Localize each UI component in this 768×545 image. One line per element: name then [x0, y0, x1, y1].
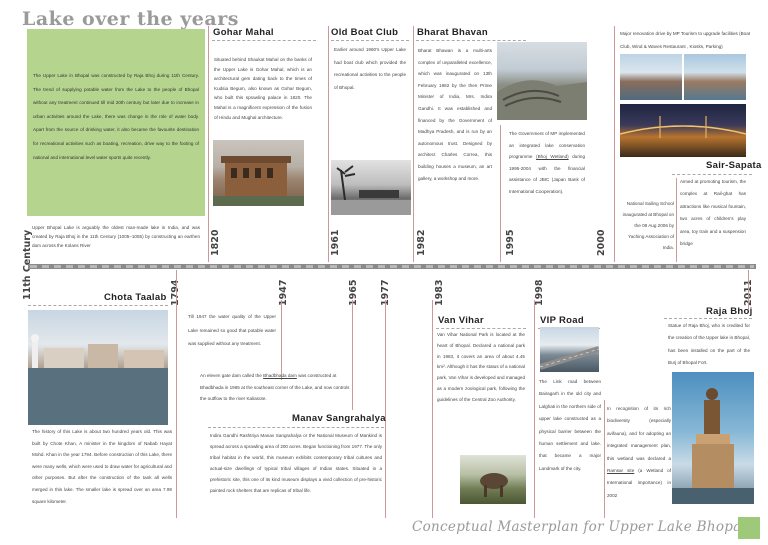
ramsar-text: In recognition of its rich biodiversity …: [607, 403, 671, 502]
animal-icon: [480, 473, 508, 497]
bharat-bhavan-terrace-icon: [497, 80, 587, 120]
gohar-underline: [212, 40, 316, 41]
sair-sapata-text: Aimed at promoting tourism, the complex …: [680, 179, 746, 247]
raja-bhoj-heading: Raja Bhoj: [706, 306, 753, 317]
bhadbhada-text-b: was constructed at Bhadbhada in 1965 at …: [200, 373, 350, 402]
boat-club-underline: [331, 40, 409, 41]
gohar-mahal-text: Situated behind Shaukat Mahal on the ban…: [214, 57, 312, 120]
rule-boat-club: [328, 26, 329, 262]
ramsar-text-a: In recognition of its rich biodiversity …: [607, 406, 671, 461]
eleventh-century-text: Upper Bhopal Lake is arguably the oldest…: [32, 225, 200, 249]
bharat-bhavan-text: Bharat Bhawan is a multi-arts complex of…: [418, 48, 492, 181]
rule-2011: [748, 270, 749, 310]
renovation-text: Major renovation drive by MP Tourism to …: [620, 31, 751, 49]
rule-sailing: [676, 178, 677, 262]
year-1998: 1998: [534, 279, 545, 306]
vip-road-photo: [540, 327, 599, 372]
ramsar-site-link: Ramsar site: [607, 468, 635, 474]
old-boat-club-heading: Old Boat Club: [331, 27, 399, 38]
water-quality-text: Till 1947 the water quality of the Upper…: [188, 314, 276, 347]
rule-ramsar: [604, 400, 605, 518]
bharat-underline: [416, 40, 526, 41]
ramsar-text-b: (a Wetland of International importance) …: [607, 468, 671, 498]
old-boat-club-photo: [331, 160, 411, 215]
raja-bhoj-text: Statue of Raja Bhoj, who is credited for…: [668, 323, 750, 366]
rule-bharat: [413, 26, 414, 262]
rule-gohar: [208, 26, 209, 262]
year-1820: 1820: [210, 229, 221, 256]
van-vihar-heading: Van Vihar: [438, 315, 484, 326]
manav-underline: [208, 427, 384, 428]
timeline-dashes: [30, 265, 754, 268]
raja-bhoj-statue-photo: [672, 372, 754, 504]
vip-road-text: The Link road between Bairagarh in the o…: [539, 379, 601, 471]
intro-text: The Upper Lake in Bhopal was constructed…: [33, 73, 199, 160]
gohar-mahal-building-icon: [213, 156, 304, 206]
rule-1947: [281, 300, 282, 380]
intro-box: The Upper Lake in Bhopal was constructed…: [27, 29, 205, 216]
road-icon: [540, 346, 599, 370]
year-1965: 1965: [348, 279, 359, 306]
year-1983: 1983: [434, 279, 445, 306]
year-2000: 2000: [596, 229, 607, 256]
bhadbhada-text-a: An eleven gate dam called the: [200, 373, 264, 378]
year-1961: 1961: [330, 229, 341, 256]
bhadbhada-text: An eleven gate dam called the Bhadbhada …: [200, 370, 350, 405]
gohar-mahal-heading: Gohar Mahal: [213, 27, 274, 38]
sair-sapata-photo: [620, 104, 746, 157]
raja-bhoj-underline: [664, 318, 752, 319]
bhoj-wetland-link: (Bhoj Wetland): [536, 154, 569, 160]
rule-1965: [352, 300, 353, 410]
bharat-bhavan-heading: Bharat Bhavan: [417, 27, 488, 38]
year-1995: 1995: [505, 229, 516, 256]
statue-icon: [672, 388, 754, 504]
rule-1998: [534, 300, 535, 518]
van-vihar-photo: [460, 455, 526, 504]
conservation-text-a: The Government of MP implemented an inte…: [509, 131, 585, 160]
sair-sapata-heading: Sair-Sapata: [706, 160, 762, 171]
renovation-photo-2: [684, 54, 746, 100]
rule-1977: [385, 300, 386, 518]
renovation-photo-1: [620, 54, 682, 100]
rule-chota: [176, 270, 177, 518]
chota-taalab-heading: Chota Taalab: [104, 292, 167, 303]
old-boat-club-text: Earlier around 1960's Upper Lake had boa…: [334, 47, 406, 90]
sair-underline: [672, 174, 752, 175]
manav-text: Indira Gandhi Rashtriya Manav Sangrahaly…: [210, 433, 382, 494]
city-skyline-icon: [28, 334, 168, 425]
bhadbhada-dam-link: Bhadbhada dam: [263, 373, 297, 378]
sailing-text: National Sailing School inaugurated at B…: [622, 201, 674, 250]
bridge-lights-icon: [620, 116, 746, 138]
manav-heading: Manav Sangrahalya: [292, 413, 386, 424]
van-vihar-underline: [436, 328, 526, 329]
chota-taalab-text: The history of this Lake is about two hu…: [32, 429, 172, 504]
footer-caption: Conceptual Masterplan for Upper Lake Bho…: [412, 519, 747, 535]
van-vihar-text: Van Vihar National Park is located at th…: [437, 332, 525, 402]
conservation-text: The Government of MP implemented an inte…: [509, 128, 585, 198]
vip-road-heading: VIP Road: [540, 315, 584, 326]
page-title: Lake over the years: [22, 8, 239, 30]
rule-conservation: [500, 125, 501, 262]
gohar-mahal-photo: [213, 140, 304, 206]
year-1982: 1982: [416, 229, 427, 256]
bharat-bhavan-photo: [497, 42, 587, 120]
rule-renovation: [614, 26, 615, 262]
boat-club-silhouette-icon: [331, 165, 411, 215]
rule-1983: [432, 300, 433, 518]
footer-green-square: [738, 517, 760, 539]
year-1947: 1947: [278, 279, 289, 306]
chota-taalab-photo: [28, 310, 168, 425]
conservation-text-b: during 1995-2004 with the financial assi…: [509, 154, 585, 194]
chota-underline: [28, 305, 168, 306]
